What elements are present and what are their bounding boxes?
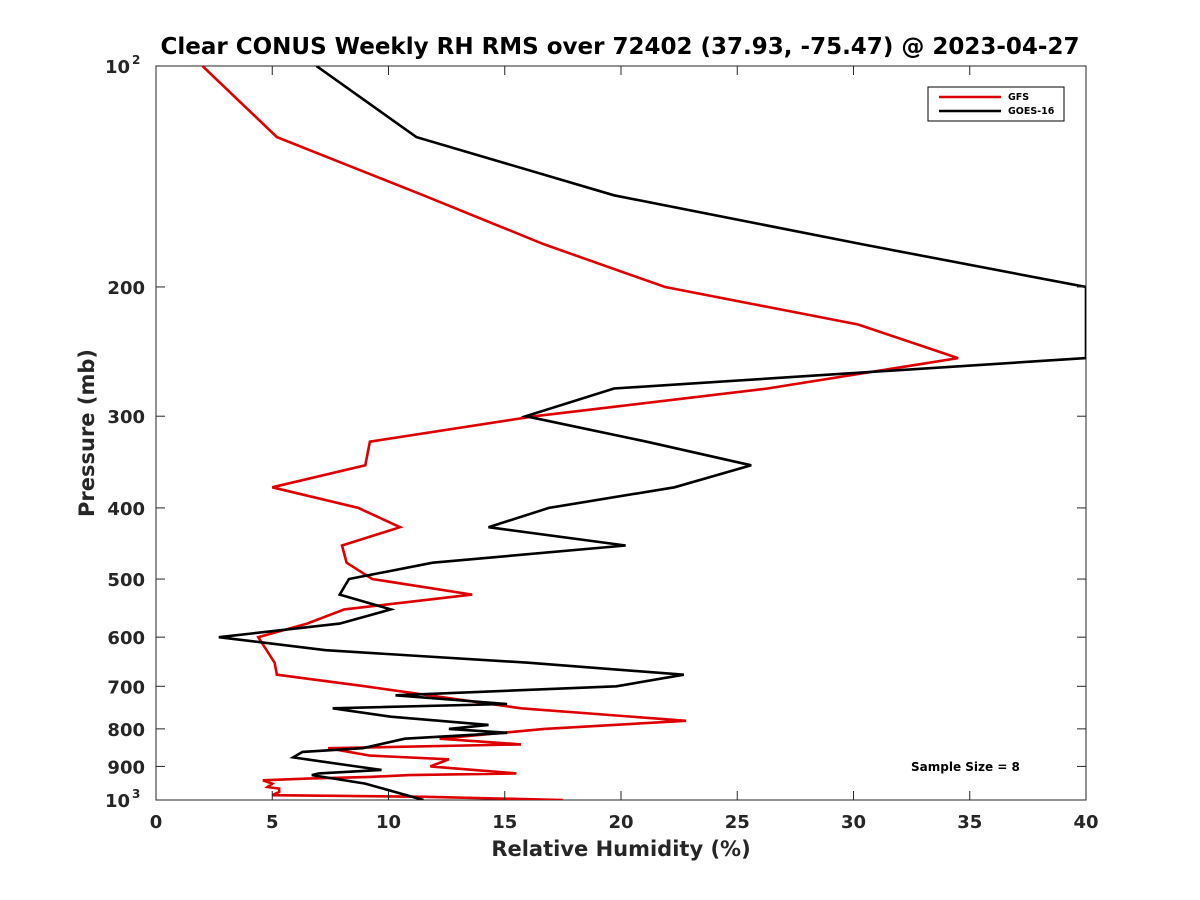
y-tick-label: 200 — [107, 278, 145, 299]
y-tick-label: 900 — [107, 757, 145, 778]
x-tick-label: 30 — [841, 812, 866, 833]
y-tick-label-exponent: 2 — [132, 53, 140, 67]
x-tick-label: 35 — [957, 812, 982, 833]
x-tick-label: 20 — [608, 812, 633, 833]
y-tick-label: 10 — [105, 791, 130, 812]
x-tick-label: 40 — [1073, 812, 1098, 833]
plot-area-frame — [155, 65, 1087, 801]
y-tick-label: 10 — [105, 57, 130, 78]
x-tick-label: 10 — [376, 812, 401, 833]
y-tick-label: 500 — [107, 570, 145, 591]
y-tick-label: 400 — [107, 499, 145, 520]
x-tick-label: 0 — [150, 812, 163, 833]
legend-box — [927, 86, 1065, 122]
legend-label-gfs: GFS — [1008, 92, 1029, 103]
y-tick-label: 800 — [107, 720, 145, 741]
y-tick-label: 700 — [107, 677, 145, 698]
series-line-gfs — [201, 66, 959, 800]
legend: GFS GOES-16 — [927, 86, 1065, 122]
x-tick-label: 15 — [492, 812, 517, 833]
y-tick-label: 300 — [107, 407, 145, 428]
y-tick-label: 600 — [107, 628, 145, 649]
y-tick-label-exponent: 3 — [132, 787, 140, 801]
chart-title: Clear CONUS Weekly RH RMS over 72402 (37… — [161, 34, 1080, 60]
sample-size-annotation: Sample Size = 8 — [911, 760, 1020, 774]
x-tick-label: 5 — [266, 812, 279, 833]
series-line-goes-16 — [218, 66, 1086, 800]
series-layer — [201, 66, 1086, 800]
x-axis-label: Relative Humidity (%) — [491, 837, 750, 861]
y-axis-label: Pressure (mb) — [75, 349, 99, 517]
legend-label-goes-16: GOES-16 — [1008, 106, 1055, 117]
x-tick-label: 25 — [725, 812, 750, 833]
